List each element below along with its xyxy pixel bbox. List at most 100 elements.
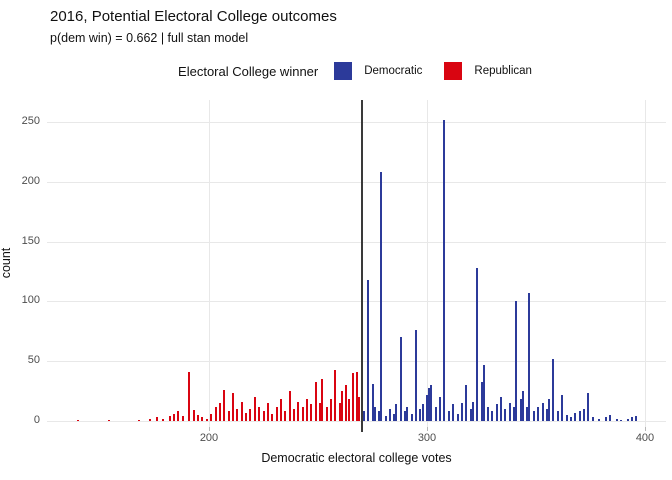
histogram-bar <box>592 417 594 421</box>
histogram-bar <box>574 412 576 421</box>
histogram-bar <box>635 416 637 421</box>
histogram-bar <box>579 411 581 421</box>
gridline-vertical <box>427 100 428 427</box>
histogram-bar <box>156 417 158 421</box>
histogram-bar <box>385 416 387 421</box>
histogram-bar <box>263 411 265 421</box>
histogram-bar <box>341 391 343 421</box>
threshold-270-line <box>360 100 363 432</box>
histogram-bar <box>310 404 312 421</box>
histogram-bar <box>476 267 478 421</box>
histogram-bar <box>271 413 273 421</box>
histogram-bar <box>326 406 328 421</box>
histogram-bar <box>415 330 417 421</box>
gridline-horizontal <box>47 241 666 243</box>
histogram-bar <box>188 371 190 421</box>
histogram-bar <box>162 418 164 421</box>
histogram-bar <box>348 399 350 421</box>
histogram-bar <box>598 418 600 421</box>
legend-item-democratic: Democratic <box>334 62 422 80</box>
y-tick-label: 250 <box>21 115 40 127</box>
histogram-bar <box>428 387 430 421</box>
plot-panel <box>47 100 666 432</box>
histogram-bar <box>583 409 585 421</box>
histogram-bar <box>557 411 559 421</box>
histogram-bar <box>138 419 140 421</box>
histogram-bar <box>306 399 308 421</box>
gridline-horizontal <box>47 421 666 422</box>
histogram-bar <box>509 403 511 421</box>
histogram-bar <box>513 406 515 421</box>
legend-item-republican: Republican <box>444 62 532 80</box>
histogram-bar <box>587 393 589 421</box>
histogram-bar <box>245 412 247 421</box>
histogram-bar <box>276 406 278 421</box>
histogram-bar <box>627 418 629 421</box>
histogram-bar <box>566 415 568 421</box>
histogram-bar <box>297 401 299 421</box>
x-tick-mark <box>427 427 428 431</box>
histogram-bar <box>321 379 323 421</box>
histogram-bar <box>491 411 493 421</box>
republican-swatch-icon <box>444 62 463 80</box>
x-tick-label: 400 <box>635 432 655 444</box>
histogram-bar <box>620 419 622 421</box>
histogram-bar <box>358 397 360 421</box>
histogram-bar <box>483 364 485 421</box>
histogram-bar <box>345 385 347 421</box>
gridline-horizontal <box>47 181 666 183</box>
x-tick-mark <box>645 427 646 431</box>
histogram-bar <box>149 418 151 421</box>
histogram-bar <box>206 418 208 421</box>
histogram-bar <box>258 406 260 421</box>
histogram-bar <box>522 391 524 421</box>
y-tick-label: 200 <box>21 174 40 187</box>
gridline-vertical <box>209 100 210 427</box>
histogram-bar <box>426 394 428 421</box>
gridline-horizontal <box>47 361 666 363</box>
histogram-bar <box>372 383 374 421</box>
histogram-bar <box>496 404 498 421</box>
histogram-bar <box>470 409 472 421</box>
histogram-bar <box>395 404 397 421</box>
histogram-bar <box>430 385 432 421</box>
histogram-bar <box>609 415 611 421</box>
histogram-bar <box>570 417 572 421</box>
gridline-horizontal <box>47 301 666 303</box>
histogram-bar <box>182 416 184 421</box>
histogram-bar <box>249 409 251 421</box>
histogram-bar <box>504 409 506 421</box>
histogram-bar <box>334 369 336 421</box>
histogram-bar <box>173 413 175 421</box>
chart-title: 2016, Potential Electoral College outcom… <box>50 8 337 25</box>
gridline-horizontal <box>47 122 666 123</box>
histogram-bar <box>210 413 212 421</box>
histogram-bar <box>472 401 474 421</box>
histogram-bar <box>487 406 489 421</box>
histogram-bar <box>232 393 234 421</box>
histogram-bar <box>169 416 171 421</box>
histogram-bar <box>289 391 291 421</box>
y-tick-label: 150 <box>21 234 40 247</box>
histogram-bar <box>461 403 463 421</box>
y-tick-label: 0 <box>33 414 40 426</box>
x-tick-mark <box>209 427 210 431</box>
histogram-bar <box>552 358 554 421</box>
histogram-bar <box>500 397 502 421</box>
histogram-bar <box>404 411 406 421</box>
histogram-bar <box>193 410 195 421</box>
histogram-bar <box>605 417 607 421</box>
histogram-bar <box>537 406 539 421</box>
histogram-bar <box>411 413 413 421</box>
chart-subtitle: p(dem win) = 0.662 | full stan model <box>50 31 249 45</box>
histogram-bar <box>389 409 391 421</box>
histogram-bar <box>548 399 550 421</box>
histogram-bar <box>228 411 230 421</box>
histogram-bar <box>280 399 282 421</box>
y-tick-label: 100 <box>21 294 40 307</box>
histogram-bar <box>367 279 369 421</box>
y-tick-label: 50 <box>27 354 40 367</box>
histogram-bar <box>330 399 332 421</box>
democratic-swatch-icon <box>334 62 353 80</box>
